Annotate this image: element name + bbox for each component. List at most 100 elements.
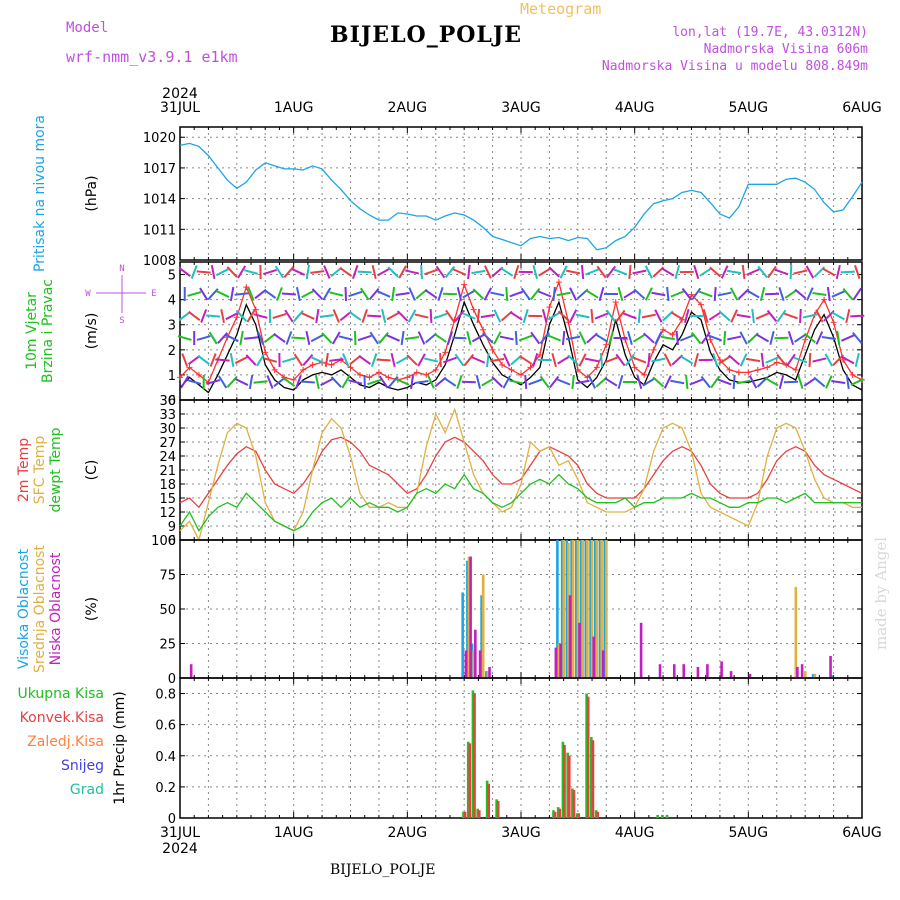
cloud-axis-label: Niska Oblacnost (48, 552, 64, 665)
wind-arrow (852, 287, 863, 301)
cloud-bar (830, 675, 834, 678)
year-label-bottom: 2024 (162, 841, 198, 857)
wind-arrow (666, 286, 670, 302)
wind-arrow (825, 375, 833, 389)
gust-marker (574, 366, 581, 373)
model-label: Model (66, 20, 109, 36)
pressure-ytick-label: 1008 (143, 254, 176, 269)
gust-marker (849, 371, 856, 378)
wind-arrow (710, 375, 721, 389)
wind-arrow (808, 352, 812, 368)
wind-arrow (803, 332, 816, 344)
cloud-bar (720, 661, 723, 678)
wind-arrow (435, 265, 446, 279)
wind-arrow (575, 379, 590, 385)
wind-arrow (237, 265, 247, 279)
wind-arrow (262, 268, 277, 276)
temperature-ytick-label: 12 (159, 506, 176, 521)
precipitation-bar (556, 807, 560, 818)
gust-marker (470, 306, 477, 313)
gust-marker (508, 366, 515, 373)
cloud-bar (590, 540, 594, 678)
wind-arrow (505, 286, 509, 302)
precipitation-bar (596, 811, 599, 818)
wind-arrow (414, 380, 429, 384)
wind-arrow (636, 374, 643, 390)
wind-arrow (370, 353, 378, 367)
wind-arrow (395, 292, 410, 296)
wind-arrow (608, 330, 614, 346)
precipitation-bar (591, 740, 595, 818)
gust-marker (830, 319, 837, 326)
cloud-ytick-label: 25 (159, 638, 176, 653)
wind-arrow (708, 334, 723, 342)
precipitation-bar (572, 790, 576, 818)
wind-arrow (561, 330, 566, 346)
wind-arrow (367, 314, 382, 318)
wind-arrow (348, 311, 362, 321)
cloud-bar (696, 666, 700, 678)
wind-arrow (197, 354, 210, 366)
wind-arrow (395, 355, 410, 365)
wind-arrow (454, 353, 465, 367)
wind-arrow (702, 309, 709, 323)
wind-arrow (528, 378, 543, 386)
wind-arrow (605, 265, 616, 279)
cloud-bar (560, 540, 564, 678)
wind-arrow (199, 287, 209, 301)
cloud-bar (639, 622, 643, 678)
wind-arrow (293, 353, 304, 367)
wind-arrow (778, 374, 785, 390)
wind-arrow (483, 265, 492, 279)
time-label-bottom: 6AUG (842, 825, 882, 841)
cloud-bar (796, 666, 799, 678)
cloud-ytick-label: 50 (159, 603, 176, 618)
wind-ytick-label: 5 (168, 269, 176, 284)
wind-ytick-label: 3 (168, 319, 176, 334)
cloud-bar (803, 671, 807, 678)
gust-marker (309, 361, 316, 368)
time-label-top: 2AUG (388, 100, 428, 116)
wind-arrow (398, 265, 407, 279)
cloud-bar (570, 540, 573, 678)
wind-arrow (745, 357, 761, 363)
cloud-bar (603, 540, 607, 678)
cloud-bar (470, 643, 474, 678)
wind-arrow (793, 269, 808, 275)
time-label-bottom: 1AUG (274, 825, 314, 841)
wind-arrow (348, 379, 363, 385)
wind-arrow (434, 333, 447, 343)
wind-arrow (821, 336, 836, 340)
wind-arrow (514, 330, 518, 346)
wind-arrow (509, 290, 524, 298)
gust-marker (375, 369, 382, 376)
precipitation-unit-label: 1hr Precip (mm) (112, 691, 128, 804)
wind-series-0 (179, 300, 863, 394)
temperature-ytick-label: 24 (159, 450, 176, 465)
wind-arrow (454, 309, 465, 323)
cloud-bar (672, 664, 676, 678)
wind-arrow (471, 356, 486, 364)
gust-marker (480, 326, 487, 333)
wind-arrow (208, 331, 218, 345)
time-label-top: 4AUG (615, 100, 655, 116)
wind-arrow (180, 375, 190, 389)
wind-arrow (755, 312, 770, 320)
wind-arrow (815, 309, 824, 323)
wind-arrow (491, 376, 504, 388)
wind-arrow (414, 313, 429, 319)
wind-arrow (728, 354, 741, 366)
precipitation-bar (466, 741, 470, 818)
wind-arrow (803, 377, 817, 387)
wind-arrow (613, 268, 628, 276)
wind-arrow (273, 376, 286, 388)
wind-arrow (652, 376, 665, 388)
wind-arrow (220, 308, 225, 324)
wind-arrow (723, 330, 727, 346)
wind-arrow (302, 354, 314, 366)
wind-arrow (632, 356, 647, 364)
wind-arrow (417, 353, 426, 367)
cloud-bar (189, 664, 193, 678)
wind-arrow (813, 376, 826, 388)
temperature-ytick-label: 36 (159, 394, 176, 409)
